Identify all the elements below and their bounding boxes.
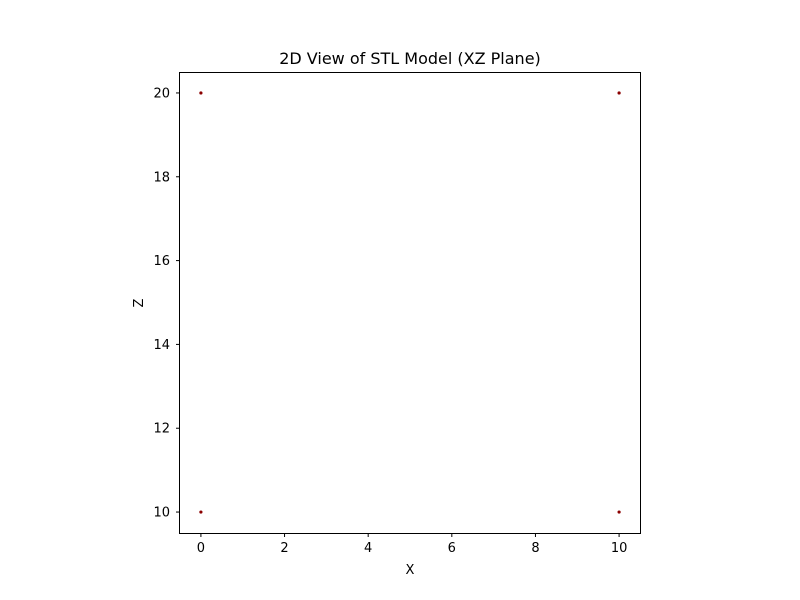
data-point — [617, 510, 621, 514]
y-axis-label: Z — [132, 298, 147, 307]
x-tick-label: 2 — [280, 541, 288, 556]
x-axis-label: X — [406, 563, 415, 578]
x-tick-label: 4 — [364, 541, 372, 556]
y-tick-label: 20 — [153, 86, 170, 101]
y-tick-label: 10 — [153, 506, 170, 521]
plot-marks — [199, 91, 621, 514]
plot-area-frame — [179, 72, 641, 534]
data-point — [199, 91, 203, 95]
x-tick-label: 10 — [611, 541, 628, 556]
y-tick-label: 16 — [153, 254, 170, 269]
chart-title: 2D View of STL Model (XZ Plane) — [279, 49, 541, 68]
data-point — [617, 91, 621, 95]
y-tick-label: 18 — [153, 170, 170, 185]
y-tick-label: 14 — [153, 338, 170, 353]
y-axis-ticks: 10 12 14 16 18 20 — [153, 86, 180, 521]
y-tick-label: 12 — [153, 422, 170, 437]
x-tick-label: 8 — [531, 541, 539, 556]
x-axis-ticks: 0 2 4 6 8 10 — [197, 533, 628, 556]
x-tick-label: 0 — [197, 541, 205, 556]
x-tick-label: 6 — [448, 541, 456, 556]
data-point — [199, 510, 203, 514]
